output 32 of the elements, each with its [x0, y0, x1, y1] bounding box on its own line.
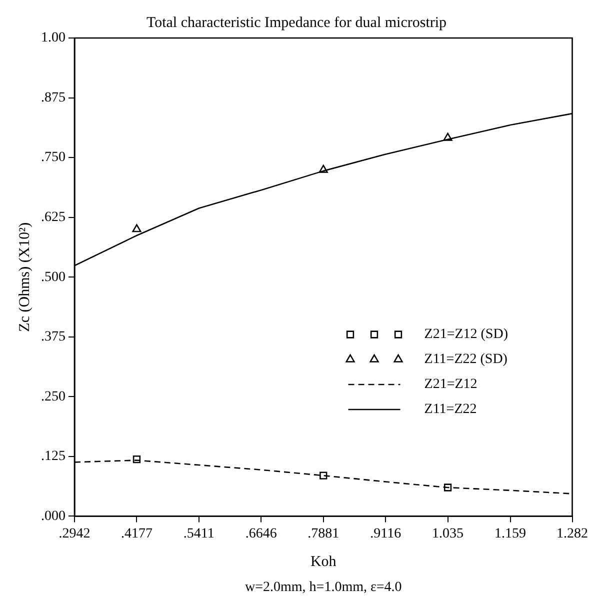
x-axis-title: Koh [310, 554, 337, 570]
x-tick-label: .9116 [370, 526, 402, 542]
y-tick-label: .000 [41, 508, 66, 524]
y-tick-label: .125 [41, 449, 66, 464]
text: w=2.0mm, h=1.0mm, ε=4.0 [245, 580, 402, 595]
point [132, 224, 142, 232]
point [444, 484, 452, 492]
point [320, 472, 328, 480]
x-tick-label: .5411 [183, 526, 214, 542]
y-tick-label: .750 [41, 150, 66, 166]
point [318, 164, 328, 173]
x-tick-label: .6646 [245, 526, 277, 542]
y-tick-label: .875 [41, 90, 66, 106]
legend-label: Z21=Z12 [424, 377, 478, 392]
x-tick-label: .4177 [120, 526, 152, 542]
chart-title: Total characteristic Impedance for dual microstrip [146, 14, 447, 31]
y-tick-label: .250 [41, 389, 66, 404]
legend-label: Z11=Z22 [424, 402, 477, 418]
point [132, 455, 141, 464]
y-tick-label: 1.00 [41, 30, 66, 46]
x-tick-label: 1.035 [432, 526, 464, 542]
point [443, 132, 452, 141]
legend-label: Z21=Z12 (SD) [424, 327, 508, 342]
x-tick-label: .7881 [308, 526, 340, 542]
y-tick-label: .500 [41, 270, 66, 285]
y-axis-title: Zc (Ohms) (X10²) [16, 222, 33, 332]
x-tick-label: 1.159 [494, 526, 526, 542]
y-tick-label: .625 [41, 210, 66, 225]
y-tick-label: .375 [41, 330, 66, 345]
x-tick-label: 1.282 [556, 526, 588, 542]
x-tick-label: .2942 [58, 526, 90, 542]
legend-label: Z11=Z22 (SD) [424, 352, 508, 368]
